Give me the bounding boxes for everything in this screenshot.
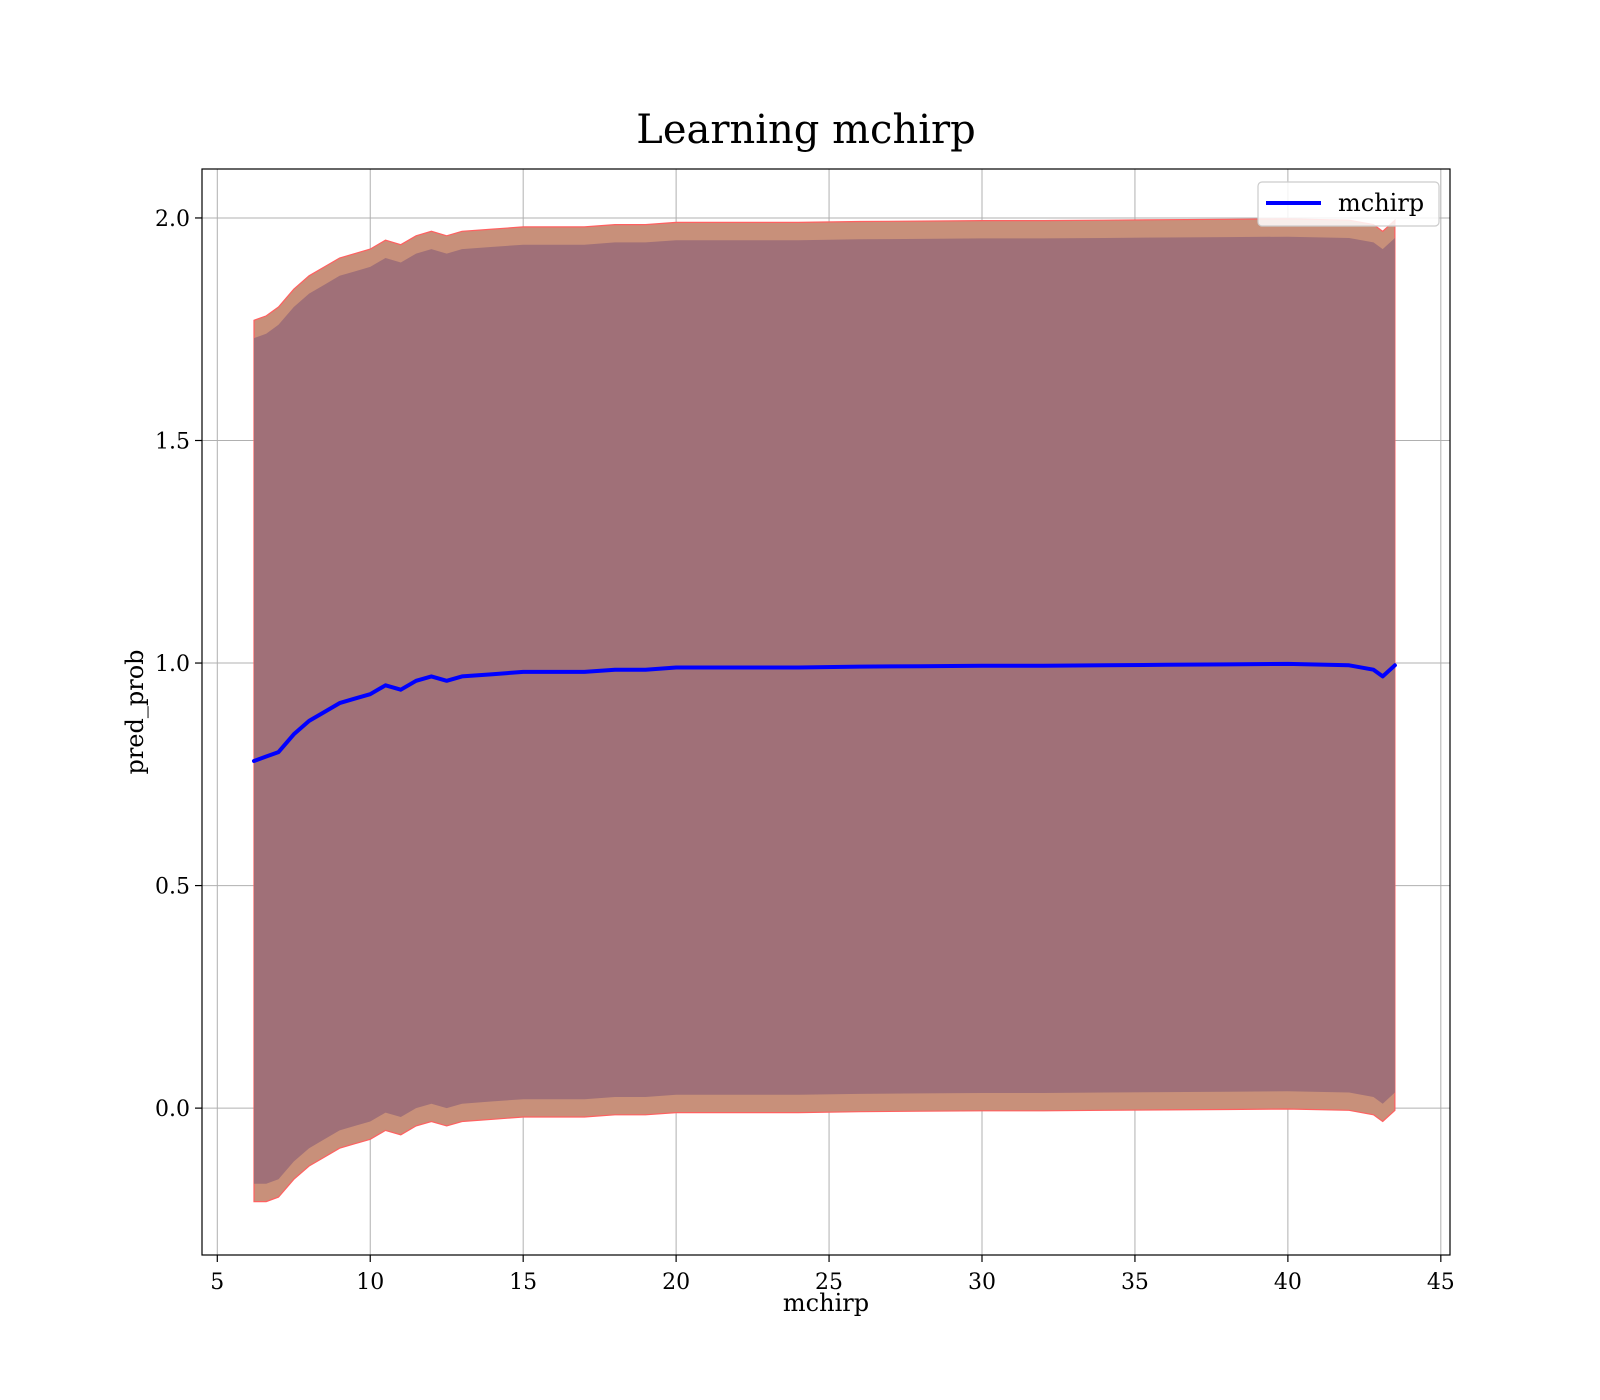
y-axis-label: pred_prob	[121, 649, 149, 774]
x-tick-label: 20	[662, 1270, 690, 1295]
legend-box	[1257, 181, 1440, 227]
inner-band	[254, 236, 1395, 1184]
legend: mchirp	[1257, 181, 1440, 227]
x-tick-label: 25	[815, 1270, 843, 1295]
x-tick-label: 30	[968, 1270, 996, 1295]
plot-frame	[201, 168, 1451, 1256]
y-tick-label: 2.0	[155, 207, 190, 232]
series-line-mchirp	[252, 661, 1397, 763]
x-tick-label: 15	[509, 1270, 537, 1295]
y-tick-label: 0.0	[155, 1097, 190, 1122]
plot-area	[202, 169, 1450, 1255]
x-tick-label: 10	[356, 1270, 384, 1295]
x-axis-ticks: 5 10 15 20 25 30 35 40 45	[210, 1255, 1455, 1295]
x-tick-label: 5	[210, 1270, 224, 1295]
x-tick-label: 40	[1274, 1270, 1302, 1295]
y-tick-label: 1.5	[155, 430, 190, 455]
chart-title: Learning mchirp	[636, 107, 975, 153]
legend-label: mchirp	[1338, 189, 1424, 217]
x-tick-label: 45	[1427, 1270, 1455, 1295]
series-lines	[252, 661, 1397, 763]
x-axis-label: mchirp	[783, 1289, 869, 1317]
y-axis-ticks: 0.0 0.5 1.0 1.5 2.0	[155, 207, 202, 1122]
y-tick-label: 0.5	[155, 875, 190, 900]
x-tick-label: 35	[1121, 1270, 1149, 1295]
confidence-band	[253, 218, 1396, 1203]
y-tick-label: 1.0	[155, 652, 190, 677]
